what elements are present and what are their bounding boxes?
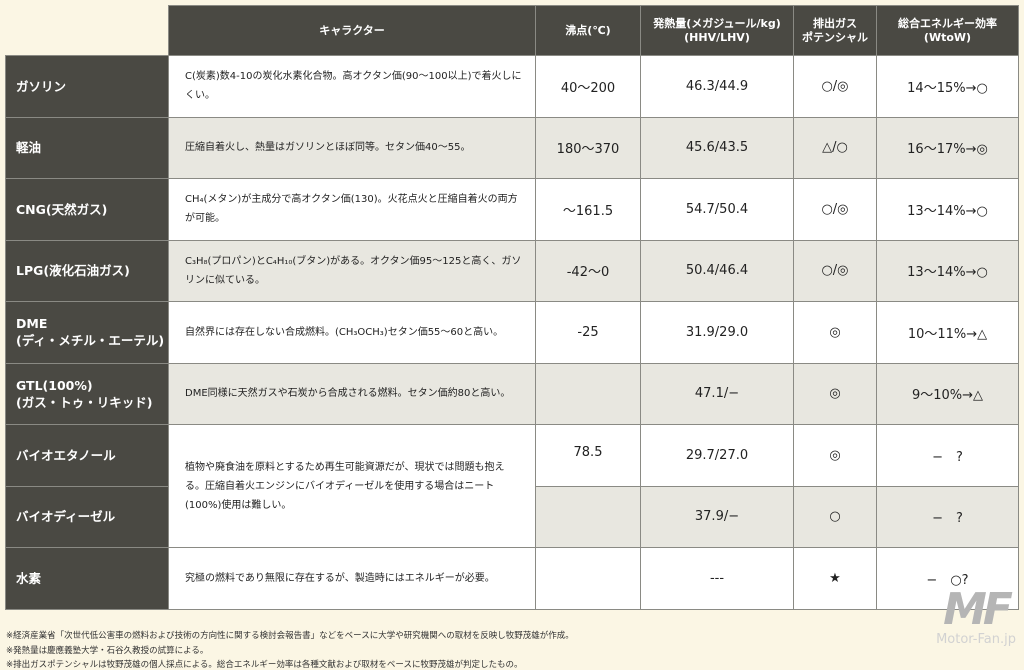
table-row: 水素 究極の燃料であり無限に存在するが、製造時にはエネルギーが必要。 --- ★… <box>5 547 1019 610</box>
table-row: 軽油 圧縮自着火し、熱量はガソリンとほぼ同等。セタン価40〜55。 180〜37… <box>5 116 1019 179</box>
exhaust-rating: ★ <box>793 547 877 610</box>
fuel-description: DME同様に天然ガスや石炭から合成される燃料。セタン価約80と高い。 <box>168 362 536 425</box>
heat-value: 45.6/43.5 <box>640 116 794 179</box>
boiling-point: 〜161.5 <box>535 178 641 241</box>
efficiency: 13〜14%→○ <box>876 178 1019 241</box>
boiling-point <box>535 547 641 610</box>
table-row: GTL(100%) (ガス・トゥ・リキッド) DME同様に天然ガスや石炭から合成… <box>5 362 1019 425</box>
boiling-point: -42〜0 <box>535 239 641 302</box>
efficiency: − ? <box>876 424 1019 487</box>
boiling-point: 78.5 <box>535 424 641 487</box>
fuel-name: CNG(天然ガス) <box>5 178 169 241</box>
boiling-point: -25 <box>535 301 641 364</box>
fuel-description: C(炭素)数4-10の炭化水素化合物。高オクタン価(90〜100以上)で着火しに… <box>168 55 536 118</box>
heat-value: 46.3/44.9 <box>640 55 794 118</box>
efficiency: 14〜15%→○ <box>876 55 1019 118</box>
footnote: ※経済産業省「次世代低公害車の燃料および技術の方向性に関する検討会報告書」などを… <box>6 631 574 641</box>
table-row: LPG(液化石油ガス) C₃H₈(プロパン)とC₄H₁₀(ブタン)がある。オクタ… <box>5 239 1019 302</box>
fuel-name: GTL(100%) (ガス・トゥ・リキッド) <box>5 362 169 425</box>
table-row: CNG(天然ガス) CH₄(メタン)が主成分で高オクタン価(130)。火花点火と… <box>5 178 1019 241</box>
fuel-description: 植物や廃食油を原料とするため再生可能資源だが、現状では問題も抱える。圧縮自着火エ… <box>168 424 536 548</box>
exhaust-rating: ◎ <box>793 301 877 364</box>
table-row: バイオディーゼル 37.9/− ○ − ? <box>5 485 1019 548</box>
efficiency: 9〜10%→△ <box>876 362 1019 425</box>
exhaust-rating: ○ <box>793 485 877 548</box>
heat-value: 47.1/− <box>640 362 794 425</box>
boiling-point <box>535 485 641 548</box>
watermark-site: Motor-Fan.jp <box>936 632 1016 647</box>
fuel-description: 自然界には存在しない合成燃料。(CH₃OCH₃)セタン価55〜60と高い。 <box>168 301 536 364</box>
fuel-description: 究極の燃料であり無限に存在するが、製造時にはエネルギーが必要。 <box>168 547 536 610</box>
exhaust-rating: △/○ <box>793 116 877 179</box>
header-boiling-point: 沸点(℃) <box>535 5 641 56</box>
heat-value: 37.9/− <box>640 485 794 548</box>
fuel-name: DME (ディ・メチル・エーテル) <box>5 301 169 364</box>
header-exhaust: 排出ガス ポテンシャル <box>793 5 877 56</box>
boiling-point <box>535 362 641 425</box>
exhaust-rating: ◎ <box>793 362 877 425</box>
fuel-name: 水素 <box>5 547 169 610</box>
efficiency: 13〜14%→○ <box>876 239 1019 302</box>
table-row: DME (ディ・メチル・エーテル) 自然界には存在しない合成燃料。(CH₃OCH… <box>5 301 1019 364</box>
efficiency: − ○? <box>876 547 1019 610</box>
fuel-name: LPG(液化石油ガス) <box>5 239 169 302</box>
header-row: キャラクター 沸点(℃) 発熱量(メガジュール/kg) (HHV/LHV) 排出… <box>6 5 1019 56</box>
header-blank <box>6 6 169 56</box>
exhaust-rating: ◎ <box>793 424 877 487</box>
mf-logo: MF <box>943 584 1013 635</box>
heat-value: 31.9/29.0 <box>640 301 794 364</box>
header-heat-value: 発熱量(メガジュール/kg) (HHV/LHV) <box>640 5 794 56</box>
table-row: バイオエタノール 植物や廃食油を原料とするため再生可能資源だが、現状では問題も抱… <box>5 424 1019 548</box>
exhaust-rating: ○/◎ <box>793 55 877 118</box>
efficiency: − ? <box>876 485 1019 548</box>
efficiency: 10〜11%→△ <box>876 301 1019 364</box>
heat-value: 29.7/27.0 <box>640 424 794 487</box>
boiling-point: 180〜370 <box>535 116 641 179</box>
table-row: ガソリン C(炭素)数4-10の炭化水素化合物。高オクタン価(90〜100以上)… <box>5 55 1019 118</box>
fuel-name: バイオエタノール <box>5 424 169 487</box>
fuel-description: C₃H₈(プロパン)とC₄H₁₀(ブタン)がある。オクタン価95〜125と高く、… <box>168 239 536 302</box>
footnote: ※発熱量は慶應義塾大学・石谷久教授の試算による。 <box>6 646 209 656</box>
heat-value: 50.4/46.4 <box>640 239 794 302</box>
boiling-point: 40〜200 <box>535 55 641 118</box>
header-character: キャラクター <box>168 5 536 56</box>
exhaust-rating: ○/◎ <box>793 239 877 302</box>
efficiency: 16〜17%→◎ <box>876 116 1019 179</box>
fuel-description: 圧縮自着火し、熱量はガソリンとほぼ同等。セタン価40〜55。 <box>168 116 536 179</box>
fuel-name: ガソリン <box>5 55 169 118</box>
fuel-comparison-table: キャラクター 沸点(℃) 発熱量(メガジュール/kg) (HHV/LHV) 排出… <box>5 5 1019 610</box>
header-efficiency: 総合エネルギー効率 (WtoW) <box>876 5 1019 56</box>
motor-fan-watermark: MF Motor-Fan.jp <box>936 584 1016 648</box>
exhaust-rating: ○/◎ <box>793 178 877 241</box>
fuel-name: バイオディーゼル <box>5 485 169 548</box>
footnote: ※排出ガスポテンシャルは牧野茂雄の個人採点による。総合エネルギー効率は各種文献お… <box>6 660 523 670</box>
heat-value: 54.7/50.4 <box>640 178 794 241</box>
fuel-name: 軽油 <box>5 116 169 179</box>
heat-value: --- <box>640 547 794 610</box>
fuel-description: CH₄(メタン)が主成分で高オクタン価(130)。火花点火と圧縮自着火の両方が可… <box>168 178 536 241</box>
